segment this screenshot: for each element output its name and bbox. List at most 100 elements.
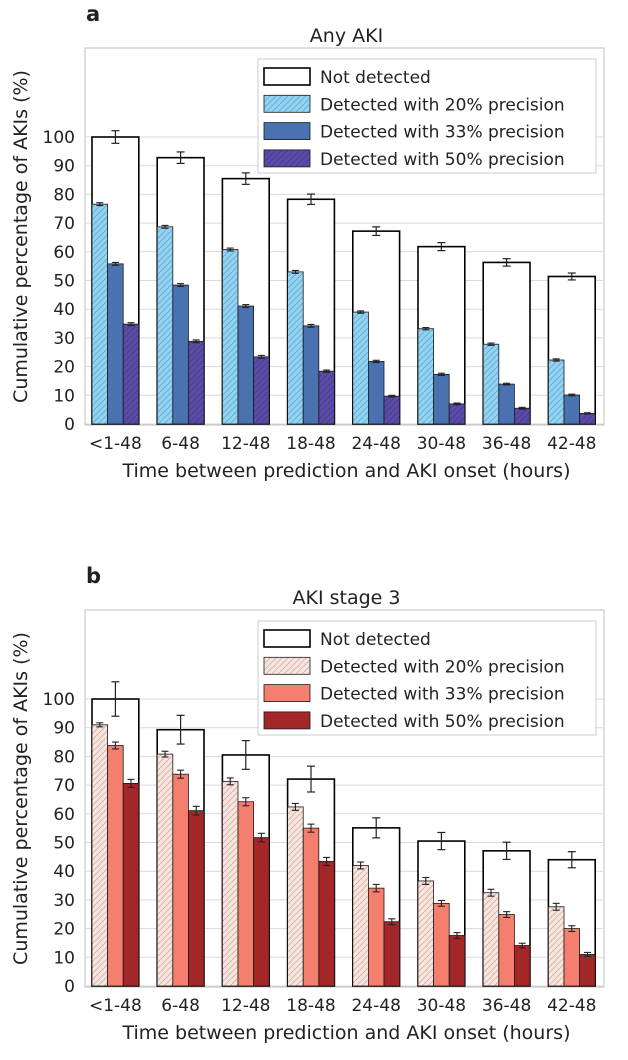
y-tick-label: 10 [53,386,75,406]
legend-swatch [263,94,311,113]
x-tick-label: 24-48 [351,996,400,1016]
legend-box [257,58,597,174]
chart-title: Any AKI [310,25,383,47]
bar-series-3 [253,356,270,425]
bar-series-1 [482,892,500,987]
y-tick-label: 0 [64,415,75,435]
plot-frame [84,609,605,988]
x-tick-label: 36-48 [482,434,531,454]
bar-series-2 [498,914,515,987]
legend-swatch [263,67,311,86]
legend-swatch [263,656,311,675]
y-tick-label: 10 [53,948,75,968]
y-tick-label: 40 [53,862,75,882]
legend-swatch [263,149,311,168]
legend-label: Detected with 20% precision [320,95,565,115]
panel-label-a: a [86,2,101,26]
x-tick-label: 42-48 [547,996,596,1016]
y-axis-label: Cumulative percentage of AKIs (%) [10,632,32,965]
bar-series-1 [91,724,109,987]
legend-label: Detected with 33% precision [320,685,565,705]
bar-series-2 [367,361,385,425]
bar-series-1 [548,359,565,425]
legend-swatch [263,711,311,730]
y-tick-label: 50 [53,834,75,854]
bar-series-1 [482,343,500,425]
bar-series-1 [287,271,304,425]
bar-series-2 [237,305,255,425]
bar-series-2 [107,263,124,425]
x-tick-label: 24-48 [351,434,400,454]
bar-series-2 [302,827,320,987]
y-tick-label: 20 [53,920,75,940]
bar-series-3 [448,403,466,425]
bar-series-2 [172,284,189,425]
legend-swatch [263,684,311,702]
bar-series-3 [383,921,401,987]
x-tick-label: 30-48 [417,434,466,454]
x-tick-label: 18-48 [286,434,335,454]
x-tick-label: <1-48 [89,996,142,1016]
panel-label-b: b [86,564,102,588]
x-tick-label: 18-48 [286,996,335,1016]
plot-frame [84,47,605,426]
y-tick-label: 60 [53,243,75,263]
bar-series-3 [579,954,596,987]
x-tick-label: 42-48 [547,434,596,454]
bar-series-1 [417,328,435,425]
bar-series-1 [221,249,239,425]
bar-series-1 [352,865,369,987]
legend-label: Detected with 50% precision [320,150,565,170]
bar-series-1 [417,880,435,987]
bar-series-1 [352,311,369,425]
bar-series-2 [433,373,450,425]
bar-series-2 [433,902,450,987]
y-tick-label: 100 [43,128,75,148]
bar-series-3 [318,861,335,987]
x-tick-label: 36-48 [482,996,531,1016]
bar-series-1 [221,780,239,987]
x-tick-label: 6-48 [161,434,200,454]
y-tick-label: 0 [64,977,75,997]
bar-series-2 [367,887,385,987]
bar-series-2 [237,801,255,987]
bar-series-3 [514,407,531,425]
x-axis-label: Time between prediction and AKI onset (h… [122,460,571,482]
y-tick-label: 40 [53,300,75,320]
bar-series-1 [287,806,304,987]
bar-series-1 [548,906,565,987]
legend-swatch [263,629,311,648]
x-tick-label: 12-48 [221,996,270,1016]
bar-series-3 [318,370,335,425]
bar-series-2 [172,773,189,987]
bar-series-3 [514,945,531,987]
chart-any-aki: 0 10 20 30 40 50 60 70 80 90 100 Any AKI Cumulative … [10,25,605,482]
y-tick-label: 80 [53,185,75,205]
y-tick-label: 30 [53,891,75,911]
y-tick-label: 70 [53,776,75,796]
legend-label: Not detected [320,630,431,650]
bar-series-2 [302,325,320,425]
bar-series-3 [122,323,140,425]
bar-series-2 [498,383,515,425]
x-tick-label: 12-48 [221,434,270,454]
bar-series-1 [91,203,109,425]
y-tick-label: 20 [53,358,75,378]
y-axis-label: Cumulative percentage of AKIs (%) [10,70,32,403]
bar-series-3 [253,837,270,987]
y-tick-label: 30 [53,329,75,349]
bar-series-3 [383,395,401,425]
y-tick-label: 90 [53,157,75,177]
bar-series-1 [156,753,174,987]
x-tick-label: 30-48 [417,996,466,1016]
bar-series-1 [156,226,174,425]
chart-aki-stage-3: 0 10 20 30 40 50 60 70 80 90 100 AKI stage 3 Cumulat… [10,587,605,1044]
y-tick-label: 70 [53,214,75,234]
x-axis-label: Time between prediction and AKI onset (h… [122,1022,571,1044]
y-tick-label: 80 [53,747,75,767]
y-tick-label: 50 [53,272,75,292]
bar-series-2 [563,394,581,425]
bar-series-3 [579,412,596,425]
y-tick-label: 60 [53,805,75,825]
x-tick-label: <1-48 [89,434,142,454]
